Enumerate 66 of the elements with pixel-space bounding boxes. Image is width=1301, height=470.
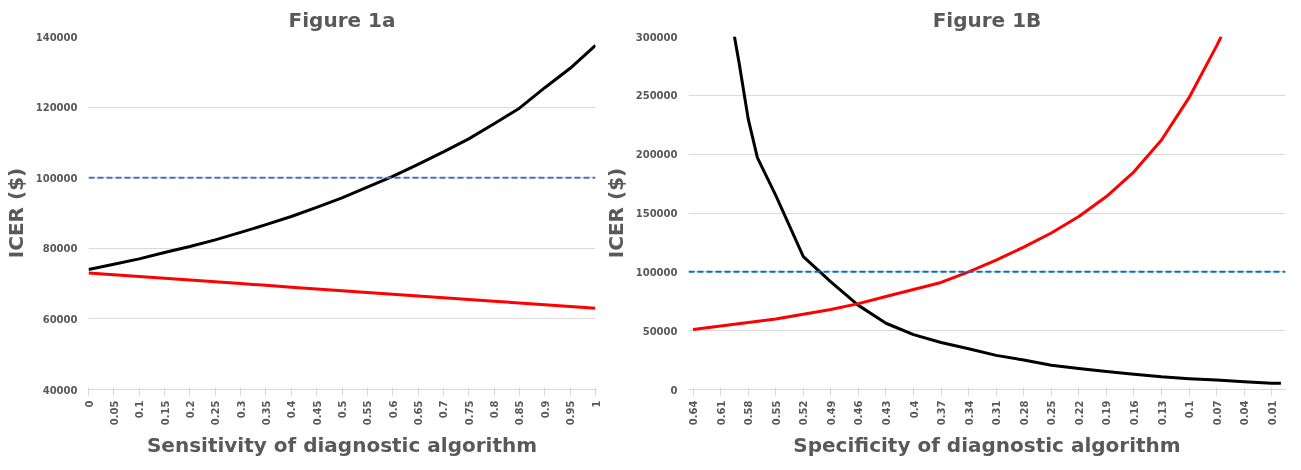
- y-tick-label: 300000: [635, 31, 678, 43]
- chart-title: Figure 1B: [932, 7, 1042, 32]
- x-tick-label: 0: [83, 400, 95, 408]
- x-tick-label: 0.43: [880, 400, 892, 426]
- line-series: [88, 271, 596, 310]
- x-tick-label: 0.25: [210, 400, 222, 426]
- x-tick-label: 0.19: [1101, 400, 1113, 426]
- x-tick-label: 0.65: [413, 400, 425, 426]
- x-tick-label: 0.07: [1211, 400, 1223, 426]
- x-tick-label: 0.58: [743, 400, 755, 426]
- y-tick-label: 40000: [42, 384, 78, 396]
- x-tick-label: 0.61: [715, 400, 727, 426]
- x-tick-label: 0.45: [311, 400, 323, 426]
- y-tick-label: 100000: [35, 172, 78, 184]
- x-tick-label: 0.3: [235, 400, 247, 419]
- chart-title: Figure 1a: [288, 7, 396, 32]
- y-tick-label: 120000: [35, 102, 78, 114]
- x-tick-label: 0.05: [108, 400, 120, 426]
- x-tick-label: 0.22: [1073, 400, 1085, 426]
- x-tick-label: 0.35: [260, 400, 272, 426]
- x-tick-label: 0.04: [1239, 400, 1251, 426]
- x-tick-label: 0.8: [489, 400, 501, 419]
- x-tick-label: 0.1: [134, 400, 146, 419]
- x-tick-label: 0.34: [963, 400, 975, 426]
- x-tick-label: 0.4: [908, 400, 920, 419]
- x-tick-label: 0.37: [936, 400, 948, 426]
- y-tick-label: 140000: [35, 31, 78, 43]
- x-tick-label: 0.55: [362, 400, 374, 426]
- x-tick-label: 0.75: [463, 400, 475, 426]
- y-tick-label: 150000: [635, 208, 678, 219]
- x-tick-label: 0.46: [853, 400, 865, 426]
- x-axis-title: Specificity of diagnostic algorithm: [793, 433, 1181, 458]
- line-series: [691, 36, 1223, 331]
- x-tick-label: 0.52: [798, 400, 810, 426]
- y-tick-label: 100000: [635, 266, 678, 278]
- x-tick-label: 0.85: [514, 400, 526, 426]
- x-tick-label: 0.2: [184, 400, 196, 419]
- line-series: [88, 43, 596, 271]
- y-axis-title: ICER ($): [603, 167, 628, 259]
- y-tick-label: 250000: [635, 90, 678, 102]
- x-tick-label: 0.95: [565, 400, 577, 426]
- x-tick-label: 0.13: [1156, 400, 1168, 426]
- y-tick-label: 80000: [42, 243, 78, 255]
- y-tick-label: 200000: [635, 149, 678, 161]
- x-tick-label: 1: [590, 400, 602, 408]
- x-tick-label: 0.49: [825, 400, 837, 426]
- y-tick-label: 0: [670, 384, 678, 396]
- x-tick-label: 0.28: [1018, 400, 1030, 426]
- x-axis-title: Sensitivity of diagnostic algorithm: [146, 433, 538, 458]
- x-tick-label: 0.16: [1128, 400, 1140, 426]
- x-tick-label: 0.55: [770, 400, 782, 426]
- x-tick-label: 0.31: [991, 400, 1003, 426]
- x-tick-label: 0.5: [337, 400, 348, 419]
- y-tick-label: 60000: [42, 313, 78, 325]
- x-tick-label: 0.6: [387, 400, 399, 419]
- x-tick-label: 0.9: [539, 400, 551, 419]
- x-tick-label: 0.01: [1266, 400, 1278, 426]
- line-series: [732, 36, 1283, 385]
- x-tick-label: 0.7: [438, 400, 450, 419]
- x-tick-label: 0.64: [688, 400, 700, 426]
- x-tick-label: 0.25: [1046, 400, 1058, 426]
- y-tick-label: 50000: [642, 325, 678, 337]
- x-tick-label: 0.1: [1184, 400, 1196, 419]
- x-tick-label: 0.4: [286, 400, 298, 419]
- x-tick-label: 0.15: [159, 400, 171, 426]
- y-axis-title: ICER ($): [3, 167, 28, 259]
